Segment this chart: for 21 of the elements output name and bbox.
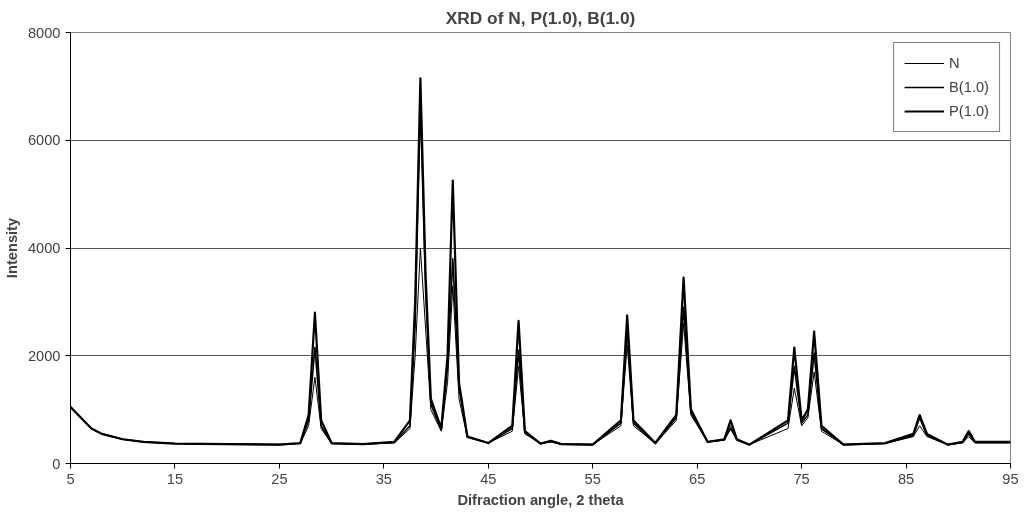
x-tick-label: 25: [271, 470, 288, 487]
x-tick-label: 65: [689, 470, 706, 487]
chart-title: XRD of N, P(1.0), B(1.0): [445, 7, 636, 28]
x-tick-label: 75: [793, 470, 810, 487]
x-tick-label: 85: [897, 470, 915, 487]
x-tick-label: 55: [584, 470, 601, 487]
x-axis-title: Difraction angle, 2 theta: [457, 491, 625, 508]
x-tick-label: 95: [1002, 470, 1019, 487]
y-tick-label: 6000: [27, 132, 61, 149]
y-axis-title: Intensity: [3, 217, 20, 279]
x-tick-label: 5: [66, 470, 75, 487]
x-tick-label: 15: [166, 470, 184, 487]
legend-label: N: [949, 55, 961, 71]
y-tick-label: 0: [52, 455, 61, 472]
y-tick-label: 4000: [27, 240, 61, 256]
legend-label: B(1.0): [949, 79, 989, 95]
y-tick-label: 2000: [27, 347, 61, 364]
legend-label: P(1.0): [949, 103, 989, 119]
x-tick-label: 35: [375, 470, 392, 487]
y-tick-label: 8000: [27, 24, 61, 41]
x-tick-label: 45: [480, 470, 497, 487]
